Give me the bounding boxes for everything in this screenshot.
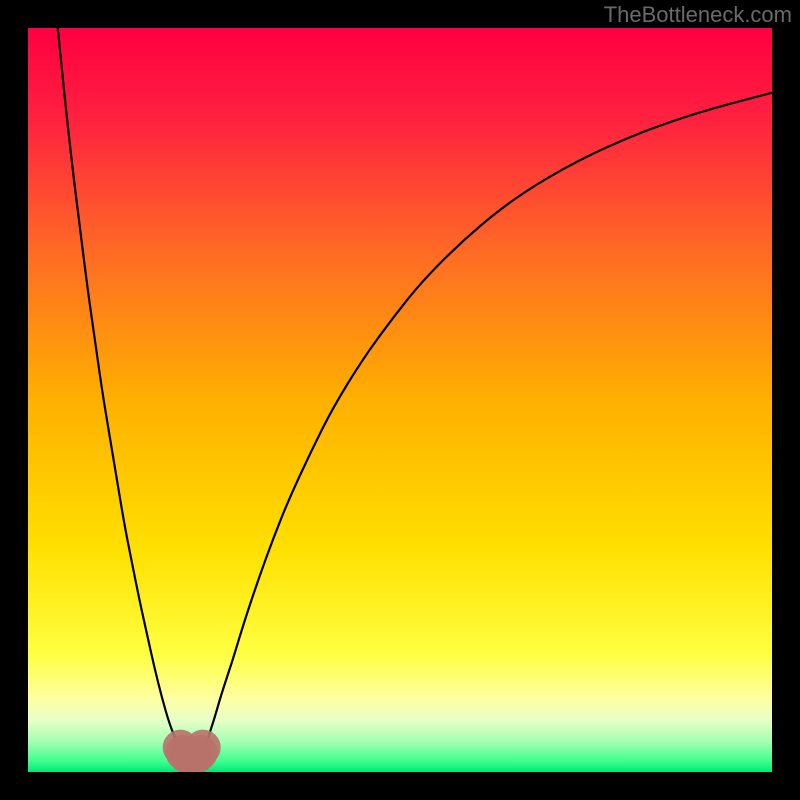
bottleneck-chart (0, 0, 800, 800)
gradient-plot-area (28, 28, 772, 772)
watermark-text: TheBottleneck.com (604, 2, 792, 28)
chart-container: TheBottleneck.com (0, 0, 800, 800)
